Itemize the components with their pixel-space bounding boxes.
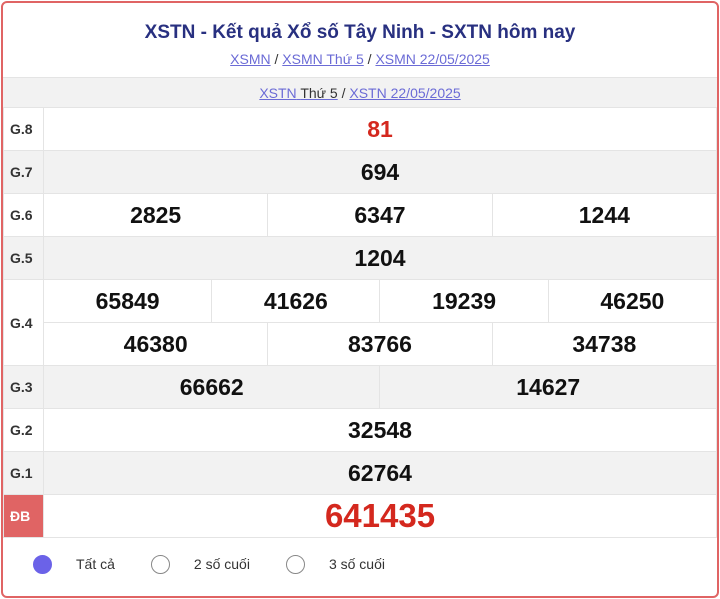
- prize-label: G.3: [3, 365, 44, 409]
- row-g4b: 46380 83766 34738: [4, 322, 717, 366]
- filter-label: Tất cả: [76, 556, 115, 572]
- filter-label: 3 số cuối: [328, 556, 385, 572]
- prize-value: 19239: [379, 279, 549, 323]
- xstn-thu5-link[interactable]: XSTN Thứ 5: [259, 85, 338, 101]
- prize-value: 2825: [42, 193, 269, 237]
- prize-value: 34738: [491, 322, 717, 366]
- breadcrumb-xsmn-thu5[interactable]: XSMN Thứ 5: [282, 51, 364, 67]
- prize-value: 81: [43, 107, 717, 151]
- prize-label: G.5: [3, 236, 44, 280]
- prize-value: 46250: [547, 279, 717, 323]
- row-g7: G.7 694: [3, 150, 717, 194]
- special-prize-value: 641435: [43, 494, 717, 538]
- prize-value: 14627: [379, 365, 717, 409]
- breadcrumb-xsmn-date[interactable]: XSMN 22/05/2025: [375, 51, 490, 67]
- prize-value: 66662: [42, 365, 381, 409]
- row-g3: G.3 66662 14627: [3, 365, 717, 409]
- prize-value: 41626: [211, 279, 381, 323]
- filter-all[interactable]: Tất cả: [33, 554, 115, 574]
- prize-value: 1244: [491, 193, 717, 237]
- prize-value: 1204: [43, 236, 717, 280]
- radio-icon[interactable]: [150, 554, 170, 574]
- row-g4: G.4 65849 41626 19239 46250: [3, 279, 717, 366]
- breadcrumb: XSMN / XSMN Thứ 5 / XSMN 22/05/2025: [230, 51, 490, 67]
- prize-label: G.2: [3, 408, 44, 452]
- row-db: ĐB 641435: [3, 494, 717, 538]
- digit-filter: Tất cả 2 số cuối 3 số cuối: [3, 538, 717, 590]
- prize-value: 6347: [267, 193, 493, 237]
- row-g2: G.2 32548: [3, 408, 717, 452]
- prize-label: G.7: [3, 150, 44, 194]
- prize-value: 46380: [42, 322, 269, 366]
- row-g1: G.1 62764: [3, 451, 717, 495]
- prize-label: G.6: [3, 193, 44, 237]
- page-title: XSTN - Kết quả Xổ số Tây Ninh - SXTN hôm…: [144, 22, 576, 43]
- row-g5: G.5 1204: [3, 236, 717, 280]
- xstn-date-link[interactable]: XSTN 22/05/2025: [349, 85, 461, 101]
- row-g8: G.8 81: [3, 107, 717, 151]
- filter-label: 2 số cuối: [193, 556, 250, 572]
- prize-value: 62764: [43, 451, 717, 495]
- row-g6: G.6 2825 6347 1244: [3, 193, 717, 237]
- radio-selected-icon[interactable]: [33, 554, 52, 574]
- breadcrumb-xsmn[interactable]: XSMN: [230, 51, 271, 67]
- sub-links: XSTN Thứ 5 / XSTN 22/05/2025: [3, 77, 717, 107]
- prize-value: 694: [43, 150, 717, 194]
- radio-icon[interactable]: [285, 554, 305, 574]
- prize-label: ĐB: [3, 494, 44, 538]
- results-table: G.8 81 G.7 694 G.6 2825 6347 1244 G.5 1204 G.4…: [3, 107, 717, 538]
- filter-last-3[interactable]: 3 số cuối: [285, 554, 385, 574]
- prize-label: G.1: [3, 451, 44, 495]
- prize-value: 83766: [267, 322, 493, 366]
- prize-value: 32548: [43, 408, 717, 452]
- prize-label: G.8: [3, 107, 44, 151]
- prize-value: 65849: [42, 279, 213, 323]
- prize-label: G.4: [3, 279, 44, 366]
- filter-last-2[interactable]: 2 số cuối: [150, 554, 250, 574]
